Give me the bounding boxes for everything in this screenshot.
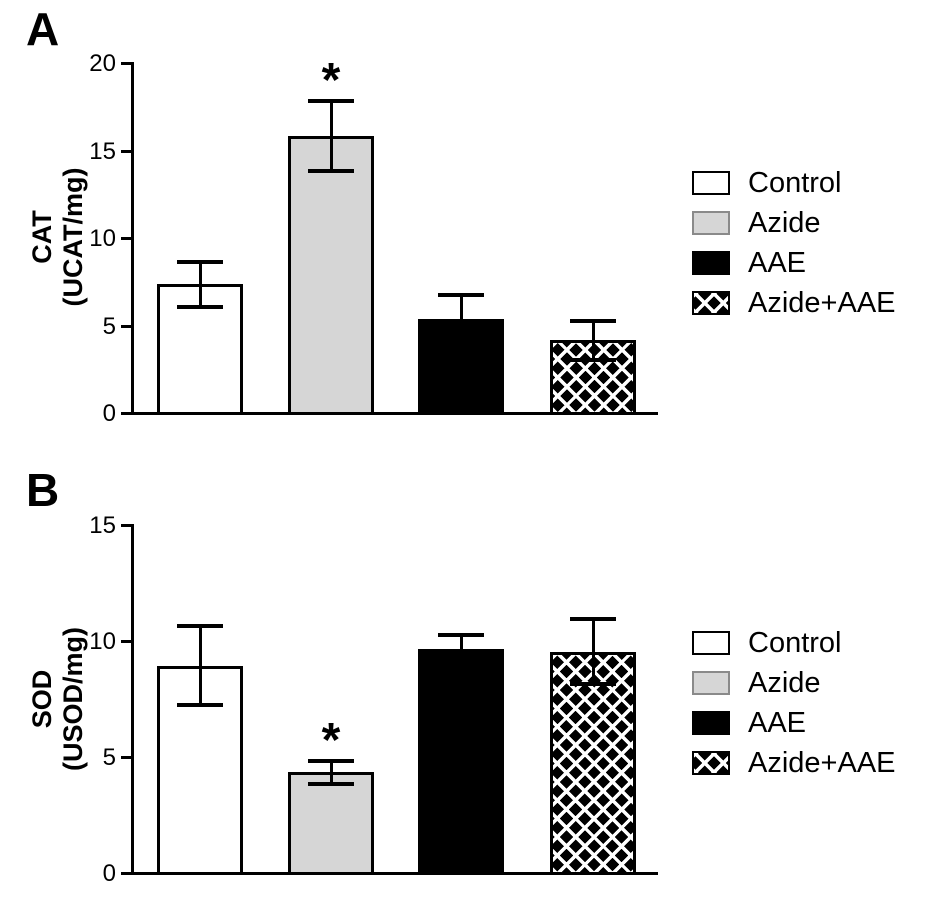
y-axis-tick	[121, 237, 134, 240]
error-bar-stem-azide-aae	[591, 321, 595, 360]
legend-label-azide-aae: Azide+AAE	[748, 747, 896, 779]
y-axis-tick-label: 15	[89, 512, 116, 539]
bar-azide	[288, 772, 374, 875]
legend-item-control: Control	[692, 163, 896, 203]
y-axis-tick-label: 0	[102, 860, 116, 887]
panel-b: B SOD (USOD/mg) Control Azide AAE Azide+…	[0, 461, 945, 922]
x-axis-line	[131, 412, 658, 415]
bar-azide	[288, 135, 374, 415]
panel-a: A CAT (UCAT/mg) Control Azide AAE Azide+…	[26, 3, 896, 427]
y-axis-tick	[121, 640, 134, 643]
error-bar-cap-top-azide-aae	[570, 617, 616, 622]
legend-swatch-control	[692, 171, 730, 195]
y-axis-tick	[121, 62, 134, 65]
legend-swatch-azide-aae	[692, 291, 730, 315]
y-axis-title-line1: CAT	[27, 210, 57, 264]
y-axis-tick-label: 15	[89, 137, 116, 165]
legend-label-azide: Azide	[748, 667, 821, 699]
error-bar-cap-top-azide	[308, 98, 354, 103]
error-bar-cap-top-control	[177, 259, 223, 264]
error-bar-stem-aae	[459, 294, 463, 344]
error-bar-cap-top-aae	[438, 633, 484, 638]
bar-control	[157, 665, 243, 875]
legend-swatch-aae	[692, 251, 730, 275]
error-bar-stem-azide	[329, 100, 333, 171]
legend-item-azide: Azide	[692, 663, 896, 703]
error-bar-cap-bottom-azide-aae	[570, 682, 616, 687]
y-axis-tick	[121, 412, 134, 415]
y-axis-tick	[121, 324, 134, 328]
panel-a-label: A	[26, 3, 60, 55]
legend-item-azide-aae: Azide+AAE	[692, 743, 896, 783]
error-bar-cap-top-azide	[308, 758, 354, 763]
error-bar-cap-top-control	[177, 624, 223, 629]
y-axis-line	[131, 524, 134, 875]
error-bar-stem-aae	[459, 635, 463, 664]
error-bar-cap-bottom-azide-aae	[570, 357, 616, 362]
legend-label-control: Control	[748, 167, 842, 199]
significance-marker-azide: *	[321, 713, 341, 767]
legend-item-azide-aae: Azide+AAE	[692, 283, 896, 323]
bar-aae	[418, 649, 504, 875]
error-bar-stem-control	[198, 261, 202, 307]
legend-item-control: Control	[692, 623, 896, 663]
legend-label-azide-aae: Azide+AAE	[748, 287, 896, 319]
panel-a-legend: Control Azide AAE Azide+AAE	[692, 163, 896, 323]
error-bar-cap-bottom-control	[177, 305, 223, 309]
y-axis-tick-label: 10	[89, 225, 116, 252]
legend-label-azide: Azide	[748, 207, 821, 239]
error-bar-cap-top-aae	[438, 292, 484, 297]
error-bar-cap-bottom-azide	[308, 781, 354, 786]
y-axis-tick-label: 5	[102, 312, 116, 340]
legend-item-azide: Azide	[692, 203, 896, 243]
y-axis-tick-label: 20	[89, 50, 116, 77]
legend-item-aae: AAE	[692, 703, 896, 743]
legend-swatch-azide	[692, 671, 730, 695]
error-bar-cap-bottom-aae	[438, 341, 484, 346]
y-axis-tick	[121, 872, 134, 875]
legend-swatch-control	[692, 631, 730, 655]
y-axis-title-line1: SOD	[27, 669, 57, 729]
error-bar-cap-bottom-control	[177, 702, 223, 707]
legend-swatch-azide	[692, 211, 730, 235]
y-axis-tick	[121, 524, 134, 527]
bar-azide-aae	[550, 651, 636, 875]
significance-marker-azide: *	[321, 53, 341, 107]
legend-item-aae: AAE	[692, 243, 896, 283]
panel-b-label: B	[26, 464, 60, 516]
legend-swatch-azide-aae	[692, 751, 730, 775]
y-axis-tick-label: 0	[102, 400, 116, 427]
y-axis-tick	[121, 756, 134, 759]
y-axis-tick-label: 5	[102, 744, 116, 771]
error-bar-stem-azide	[329, 760, 333, 784]
error-bar-stem-azide-aae	[591, 619, 595, 685]
error-bar-cap-bottom-aae	[438, 661, 484, 666]
legend-label-aae: AAE	[748, 247, 807, 279]
error-bar-cap-top-azide-aae	[570, 319, 616, 323]
error-bar-stem-control	[198, 626, 202, 705]
panel-b-legend: Control Azide AAE Azide+AAE	[692, 623, 896, 783]
legend-label-aae: AAE	[748, 707, 807, 739]
x-axis-line	[131, 872, 658, 875]
y-axis-tick-label: 10	[89, 628, 116, 655]
y-axis-tick	[121, 149, 134, 153]
legend-swatch-aae	[692, 711, 730, 735]
error-bar-cap-bottom-azide	[308, 168, 354, 173]
legend-label-control: Control	[748, 627, 842, 659]
